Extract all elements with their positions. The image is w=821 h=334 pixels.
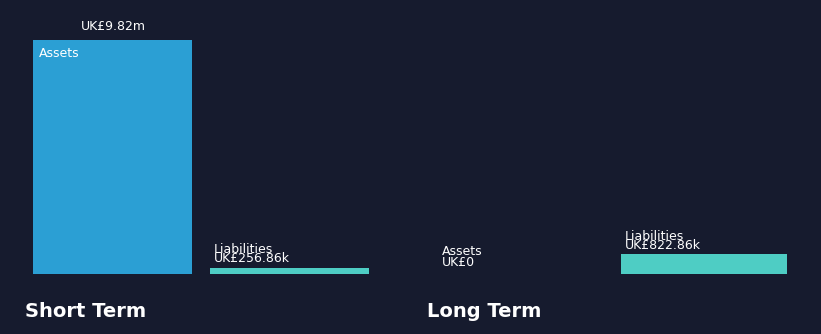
Text: Assets: Assets: [39, 47, 80, 60]
Text: UK£256.86k: UK£256.86k: [213, 253, 290, 266]
Text: Liabilities: Liabilities: [213, 243, 273, 256]
Bar: [621, 254, 787, 274]
Bar: [34, 40, 192, 274]
Text: Long Term: Long Term: [427, 302, 541, 321]
Text: Assets: Assets: [442, 244, 482, 258]
Text: UK£822.86k: UK£822.86k: [625, 239, 700, 252]
Text: UK£0: UK£0: [442, 256, 475, 269]
Text: UK£9.82m: UK£9.82m: [80, 20, 145, 33]
Text: Short Term: Short Term: [25, 302, 146, 321]
Text: Liabilities: Liabilities: [625, 229, 684, 242]
Bar: [210, 268, 369, 274]
